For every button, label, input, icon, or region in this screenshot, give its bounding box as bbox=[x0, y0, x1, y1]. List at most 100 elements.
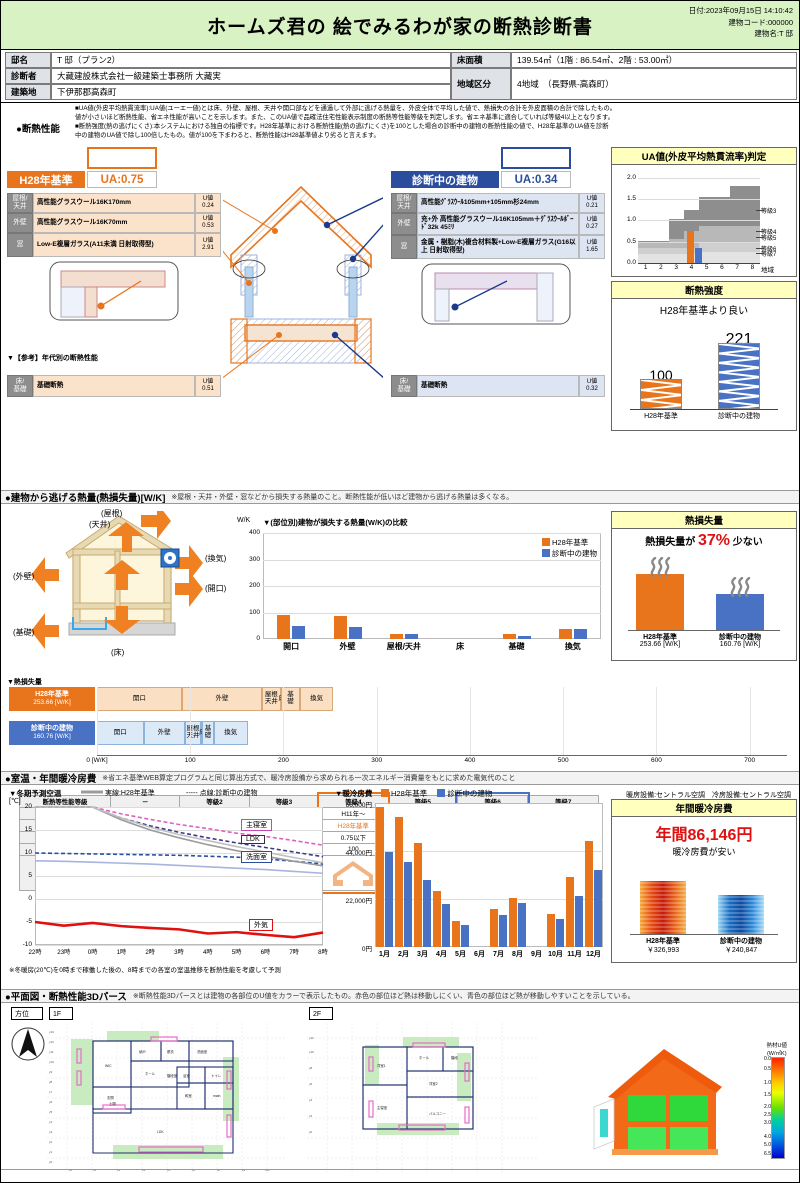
cost-bar bbox=[395, 817, 403, 947]
page-footer bbox=[1, 1169, 799, 1182]
ua-xtick: 1 bbox=[643, 264, 648, 271]
temp-ytick: 15 bbox=[24, 826, 32, 833]
cost-gridline bbox=[375, 851, 603, 852]
svg-text:main: main bbox=[213, 1094, 220, 1098]
svg-text:浴室: 浴室 bbox=[183, 1073, 190, 1078]
report-date: 日付:2023年09月15日 14:10:42 bbox=[688, 6, 793, 15]
section4-note: ※断熱性能3Dパースとは建物の各部位のU値をカラーで表示したもの。赤色の部位ほど… bbox=[132, 993, 635, 1000]
info-label-1: 診断者 bbox=[5, 68, 51, 84]
right-spec-window-u: U値 1.65 bbox=[579, 235, 605, 259]
right-ua-value: UA:0.34 bbox=[501, 171, 571, 188]
svg-text:y10: y10 bbox=[49, 1060, 54, 1064]
annual-cost-chart: H28年基準 ￥326,993 診断中の建物 ￥240,847 bbox=[612, 858, 796, 970]
heatloss-legend: H28年基準 診断中の建物 bbox=[542, 537, 597, 560]
right-grade-box bbox=[501, 147, 571, 169]
right-spec-wall-key: 外壁 bbox=[391, 213, 417, 235]
info-value-1: 大藏建設株式会社一級建築士事務所 大藏実 bbox=[51, 68, 451, 84]
left-spec-wall-u: U値 0.53 bbox=[195, 213, 221, 233]
right-spec-window-key: 窓 bbox=[391, 235, 417, 259]
heatloss-chart-title: ▼(部位別)建物が損失する熱量(W/K)の比較 bbox=[263, 518, 408, 527]
temp-gridline bbox=[35, 807, 323, 808]
cost-bar bbox=[385, 852, 393, 947]
cost-bar bbox=[376, 807, 384, 947]
temp-series-洗面室-H28 bbox=[34, 860, 324, 875]
legend-label-diag: 診断中の建物 bbox=[447, 789, 493, 798]
temp-series-label-outdoor: 外気 bbox=[249, 919, 273, 931]
cost-bar bbox=[433, 891, 441, 947]
svg-text:納戸: 納戸 bbox=[139, 1049, 146, 1054]
svg-text:階段室: 階段室 bbox=[167, 1073, 178, 1078]
svg-text:x11: x11 bbox=[265, 1168, 270, 1172]
heatloss-bar bbox=[389, 633, 403, 639]
cost-ytick: 22,000円 bbox=[345, 898, 372, 905]
cost-bar bbox=[556, 918, 564, 947]
left-spec-wall-key: 外壁 bbox=[7, 213, 33, 233]
left-spec-floor-u: U値 0.51 bbox=[195, 375, 221, 397]
info-label-floor-area: 床面積 bbox=[451, 52, 511, 68]
cost-bar bbox=[547, 914, 555, 947]
cost-bar bbox=[490, 908, 498, 947]
left-grade-box bbox=[87, 147, 157, 169]
svg-text:和室: 和室 bbox=[185, 1093, 192, 1098]
cost-xtick: 8月 bbox=[512, 951, 523, 958]
section3-head: ●室温・年間暖冷房費 ※省エネ基準WEB算定プログラムと同じ算出方式で、暖冷房設… bbox=[1, 771, 799, 785]
cost-bar bbox=[499, 915, 507, 947]
stacked-row-tag: 診断中の建物 160.76 [W/K] bbox=[9, 721, 95, 745]
temp-xtick: 4時 bbox=[202, 949, 213, 956]
right-spec-window-value: 金属・樹脂(木)複合材料製+Low-E複層ガラス(G16以上 日射取得型) bbox=[417, 235, 579, 259]
svg-text:玄関: 玄関 bbox=[107, 1095, 114, 1100]
svg-text:x8: x8 bbox=[217, 1168, 221, 1172]
temp-gridline bbox=[35, 830, 323, 831]
annual-cost-label: H28年基準 bbox=[646, 938, 680, 945]
left-spec-floor: 床/基礎 基礎断熱 U値 0.51 bbox=[7, 375, 221, 397]
ua-ytick: 0.5 bbox=[626, 237, 636, 245]
label-foundation: (基礎) bbox=[13, 627, 35, 637]
stacked-vgrid bbox=[656, 687, 658, 755]
svg-text:y11: y11 bbox=[49, 1050, 54, 1054]
cost-bar bbox=[518, 903, 526, 947]
annual-cost-title: 年間暖冷房費 bbox=[612, 800, 796, 817]
stacked-segment: 外壁 bbox=[143, 721, 185, 745]
strength-title: 断熱強度 bbox=[612, 282, 796, 299]
svg-text:y4: y4 bbox=[309, 1098, 313, 1102]
ua-grade-tick bbox=[756, 237, 764, 239]
left-ua-value: UA:0.75 bbox=[87, 171, 157, 188]
cost-bar bbox=[423, 880, 431, 947]
stacked-vgrid bbox=[469, 687, 471, 755]
label-wall: (外壁) bbox=[13, 571, 35, 581]
stacked-xtick: 300 bbox=[371, 757, 383, 764]
legend-label: 診断中の建物 bbox=[552, 549, 597, 559]
temp-xtick: 1時 bbox=[116, 949, 127, 956]
stacked-vgrid bbox=[97, 687, 98, 755]
cost-chart-caption: ▼暖冷房費 bbox=[335, 789, 373, 798]
right-spec-floor: 床/基礎 基礎断熱 U値 0.32 bbox=[391, 375, 605, 397]
right-spec-roof-key: 屋根/天井 bbox=[391, 193, 417, 213]
stacked-segment: 外壁 bbox=[181, 687, 263, 711]
stacked-vgrid bbox=[749, 687, 751, 755]
strength-bar bbox=[718, 342, 760, 409]
compass-icon bbox=[11, 1027, 45, 1061]
legend-tick: 1.0 bbox=[764, 1080, 771, 1086]
cost-xtick: 3月 bbox=[417, 951, 428, 958]
svg-text:x5: x5 bbox=[167, 1168, 171, 1172]
right-spec-window: 窓 金属・樹脂(木)複合材料製+Low-E複層ガラス(G16以上 日射取得型) … bbox=[391, 235, 605, 259]
temp-chart-caption: ▼冬期予測空温 bbox=[9, 789, 62, 798]
ua-grade-label: 等級6 bbox=[761, 247, 777, 254]
info-value-2: 下伊那郡高森町 bbox=[51, 84, 451, 100]
label-ventilation: (換気) bbox=[205, 553, 226, 563]
left-window-detail-callout bbox=[49, 261, 179, 321]
u-label: U値 bbox=[586, 379, 598, 386]
cost-bar bbox=[594, 869, 602, 947]
u-label: U値 bbox=[202, 238, 214, 245]
floor1-label: 1F bbox=[49, 1007, 73, 1020]
cost-xtick: 11月 bbox=[567, 951, 582, 958]
cost-bar bbox=[414, 843, 422, 947]
ua-band bbox=[714, 251, 730, 263]
cost-xtick: 5月 bbox=[455, 951, 466, 958]
stacked-segment: 屋根 天井 bbox=[184, 721, 202, 745]
u-label: U値 bbox=[586, 196, 598, 203]
u-value: 0.21 bbox=[586, 203, 598, 209]
svg-text:y13: y13 bbox=[49, 1030, 54, 1034]
svg-text:y6: y6 bbox=[49, 1100, 53, 1104]
